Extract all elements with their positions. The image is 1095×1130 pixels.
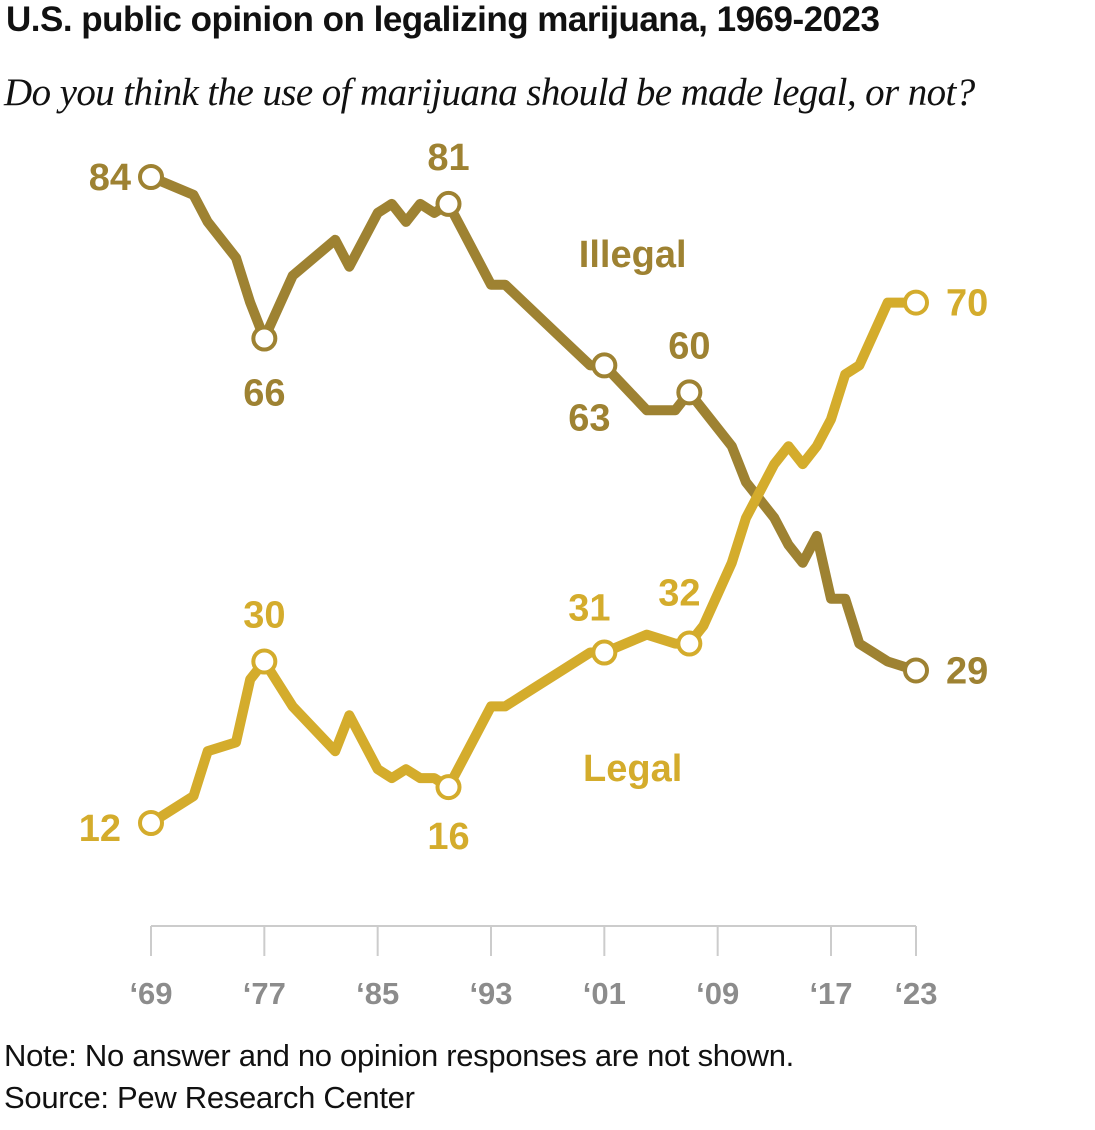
data-label-illegal: 84 (89, 157, 131, 199)
series-markers (138, 164, 929, 836)
data-point-legal (251, 648, 278, 675)
data-label-legal: 32 (658, 573, 700, 615)
data-point-legal (591, 639, 618, 666)
x-tick-label: ‘01 (583, 976, 626, 1011)
data-label-legal: 31 (568, 588, 610, 630)
x-tick-label: ‘23 (894, 976, 937, 1011)
data-label-legal: 16 (427, 816, 469, 858)
data-point-illegal (251, 325, 278, 352)
data-labels: 84 66 81 63 60 29 Illegal 12 30 16 31 32 70 Legal (79, 137, 989, 858)
series-line-illegal (146, 172, 921, 676)
data-label-illegal: 60 (668, 325, 710, 367)
chart-title: U.S. public opinion on legalizing mariju… (6, 0, 880, 39)
data-label-illegal: 81 (427, 137, 469, 179)
series-lines (146, 172, 921, 828)
chart-note: Note: No answer and no opinion responses… (4, 1038, 795, 1073)
data-point-illegal (676, 379, 703, 406)
series-label-legal: Legal (583, 748, 682, 790)
x-tick-label: ‘77 (243, 976, 286, 1011)
line-chart: ‘69 ‘77 ‘85 ‘93 ‘01 ‘09 ‘17 ‘23 84 66 81 63 60 29 Ill… (79, 137, 989, 1011)
data-point-illegal (591, 352, 618, 379)
x-tick-label: ‘85 (356, 976, 399, 1011)
data-point-legal (903, 289, 929, 316)
series-line-legal (146, 297, 921, 828)
x-axis: ‘69 ‘77 ‘85 ‘93 ‘01 ‘09 ‘17 ‘23 (129, 925, 938, 1011)
x-tick-label: ‘09 (696, 976, 739, 1011)
chart-source: Source: Pew Research Center (4, 1080, 415, 1115)
data-point-illegal (903, 657, 929, 684)
x-tick-label: ‘93 (469, 976, 512, 1011)
series-label-illegal: Illegal (579, 234, 687, 276)
data-label-legal: 12 (79, 808, 121, 850)
data-label-legal: 30 (243, 595, 285, 637)
x-tick-label: ‘17 (809, 976, 852, 1011)
data-label-legal: 70 (946, 283, 988, 325)
data-label-illegal: 29 (946, 650, 988, 692)
x-tick-label: ‘69 (129, 976, 172, 1011)
data-point-illegal (138, 164, 164, 190)
data-point-legal (138, 810, 164, 836)
data-point-legal (435, 774, 462, 801)
data-label-illegal: 66 (243, 373, 285, 415)
data-label-illegal: 63 (568, 397, 610, 439)
data-point-legal (676, 630, 703, 657)
data-point-illegal (435, 190, 462, 217)
chart-subtitle: Do you think the use of marijuana should… (4, 71, 975, 114)
